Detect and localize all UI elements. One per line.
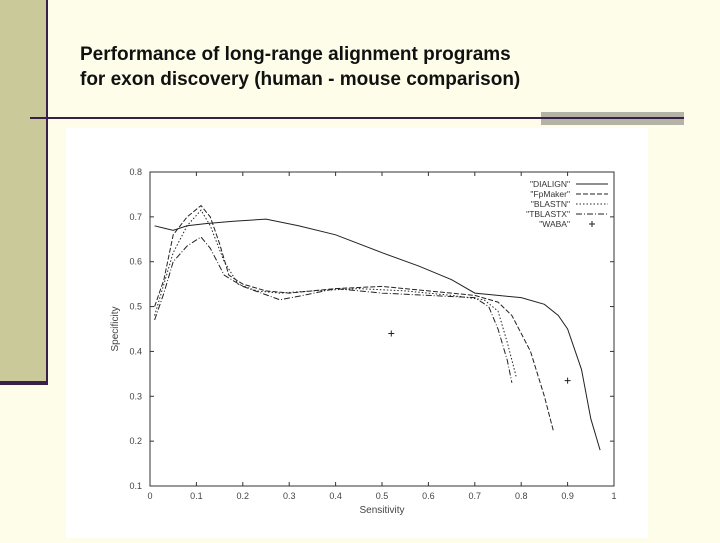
y-axis-label: Specificity <box>110 306 121 351</box>
y-tick-label: 0.2 <box>129 436 142 446</box>
y-tick-label: 0.1 <box>129 481 142 491</box>
slide-side-bar-rule <box>0 381 48 385</box>
slide-side-bar <box>0 0 46 383</box>
legend-label: "BLASTN" <box>531 199 570 209</box>
y-tick-label: 0.5 <box>129 302 142 312</box>
x-tick-label: 0.4 <box>329 491 342 501</box>
y-tick-label: 0.7 <box>129 212 142 222</box>
x-tick-label: 0.2 <box>237 491 250 501</box>
slide-side-bar-edge <box>46 0 48 385</box>
waba-point <box>388 330 395 337</box>
title-divider-block-line <box>541 117 684 119</box>
legend-label: "WABA" <box>539 219 570 229</box>
slide-title-line-1: Performance of long-range alignment prog… <box>80 44 511 65</box>
x-tick-label: 0.8 <box>515 491 528 501</box>
x-tick-label: 0 <box>147 491 152 501</box>
x-axis-label: Sensitivity <box>359 505 404 516</box>
x-tick-label: 0.7 <box>469 491 482 501</box>
legend-label: "TBLASTX" <box>526 209 570 219</box>
legend-label: "FpMaker" <box>530 189 570 199</box>
x-tick-label: 0.3 <box>283 491 296 501</box>
series-line-2 <box>154 209 518 379</box>
waba-point <box>564 377 571 384</box>
slide-title-line-2: for exon discovery (human - mouse compar… <box>80 69 521 90</box>
y-tick-label: 0.6 <box>129 257 142 267</box>
legend-swatch <box>589 221 595 227</box>
y-tick-label: 0.4 <box>129 346 142 356</box>
series-line-0 <box>154 218 601 451</box>
x-tick-label: 0.1 <box>190 491 203 501</box>
x-tick-label: 0.5 <box>376 491 389 501</box>
legend-label: "DIALIGN" <box>530 179 570 189</box>
specificity-vs-sensitivity-chart: 0 0.1 0.2 0.3 0.4 0.5 0.6 0.7 0.8 0.9 1 0.1 0.2 0.3 0.… <box>110 167 617 516</box>
y-tick-label: 0.3 <box>129 391 142 401</box>
x-tick-label: 0.6 <box>422 491 435 501</box>
series-line-3 <box>154 236 513 383</box>
series-line-1 <box>154 204 555 433</box>
y-tick-label: 0.8 <box>129 167 142 177</box>
slide-title: Performance of long-range alignment prog… <box>80 42 680 92</box>
x-tick-label: 1 <box>611 491 616 501</box>
title-divider-rule <box>30 117 542 119</box>
x-tick-label: 0.9 <box>561 491 574 501</box>
chart-panel: 0 0.1 0.2 0.3 0.4 0.5 0.6 0.7 0.8 0.9 1 0.1 0.2 0.3 0.… <box>66 128 648 538</box>
